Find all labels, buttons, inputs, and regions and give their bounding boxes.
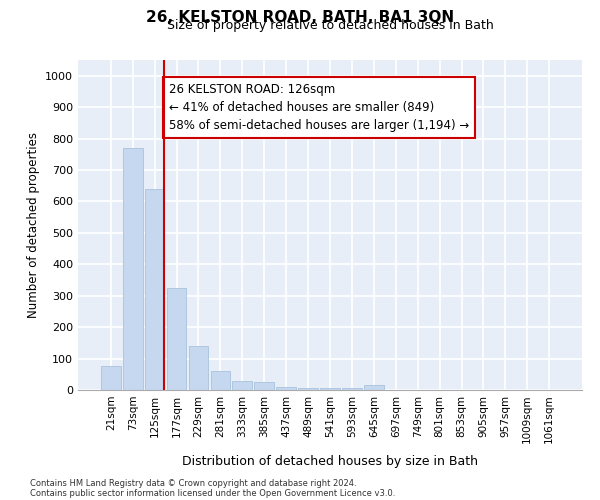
Bar <box>167 288 187 390</box>
Bar <box>211 371 230 390</box>
Bar <box>123 148 143 390</box>
X-axis label: Distribution of detached houses by size in Bath: Distribution of detached houses by size … <box>182 454 478 468</box>
Text: 26 KELSTON ROAD: 126sqm
← 41% of detached houses are smaller (849)
58% of semi-d: 26 KELSTON ROAD: 126sqm ← 41% of detache… <box>169 83 469 132</box>
Bar <box>298 388 318 390</box>
Bar <box>232 380 252 390</box>
Text: Contains HM Land Registry data © Crown copyright and database right 2024.: Contains HM Land Registry data © Crown c… <box>30 478 356 488</box>
Title: Size of property relative to detached houses in Bath: Size of property relative to detached ho… <box>167 20 493 32</box>
Bar <box>320 388 340 390</box>
Bar <box>254 382 274 390</box>
Y-axis label: Number of detached properties: Number of detached properties <box>26 132 40 318</box>
Text: 26, KELSTON ROAD, BATH, BA1 3QN: 26, KELSTON ROAD, BATH, BA1 3QN <box>146 10 454 25</box>
Bar <box>101 366 121 390</box>
Bar <box>145 189 164 390</box>
Text: Contains public sector information licensed under the Open Government Licence v3: Contains public sector information licen… <box>30 488 395 498</box>
Bar <box>342 388 362 390</box>
Bar <box>276 387 296 390</box>
Bar <box>188 346 208 390</box>
Bar <box>364 386 384 390</box>
